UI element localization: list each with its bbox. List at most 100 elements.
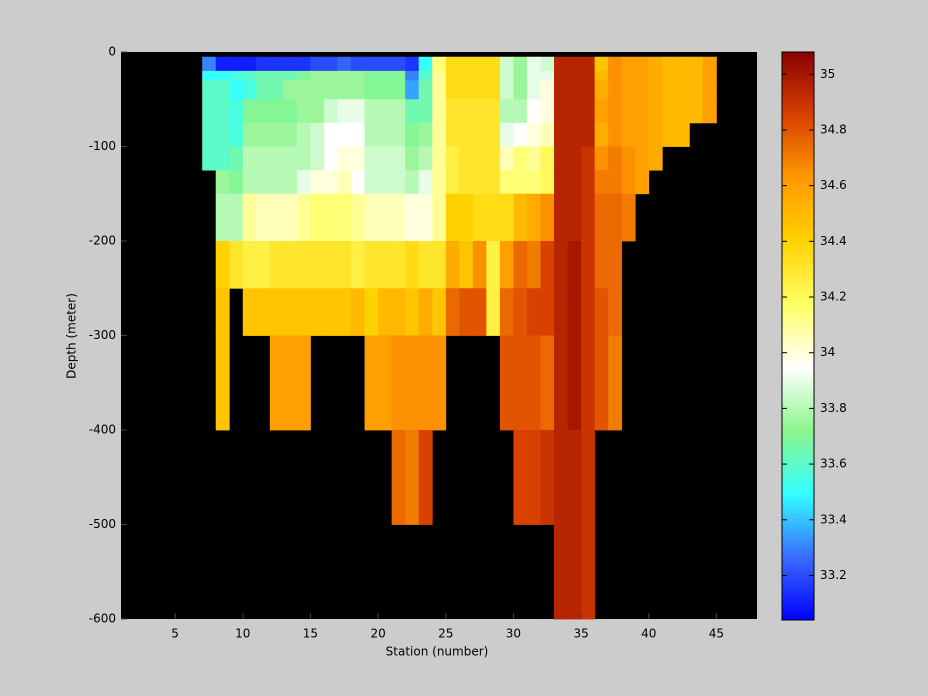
cell	[567, 99, 582, 124]
y-tick-label: -400	[89, 423, 116, 437]
cell	[621, 122, 636, 147]
cell	[391, 56, 406, 72]
cell	[256, 122, 271, 147]
cell	[608, 170, 623, 195]
cell	[608, 56, 623, 72]
cell	[378, 288, 393, 336]
cell	[283, 122, 298, 147]
cell	[459, 99, 474, 124]
cell	[445, 122, 460, 147]
cell	[472, 99, 487, 124]
x-tick-label: 40	[641, 627, 656, 641]
cell	[513, 56, 528, 72]
cell	[513, 288, 528, 336]
cell	[283, 288, 298, 336]
cell	[581, 524, 596, 620]
cell	[472, 241, 487, 289]
cell	[581, 80, 596, 100]
cell	[486, 80, 501, 100]
cell	[581, 193, 596, 242]
cell	[554, 193, 568, 242]
cell	[662, 80, 677, 100]
cell	[499, 170, 514, 195]
cell	[567, 56, 582, 72]
cell	[432, 288, 447, 336]
x-tick-label: 15	[303, 627, 318, 641]
colorbar-tick-label: 33.8	[820, 401, 847, 415]
cell	[432, 335, 447, 431]
cell	[594, 288, 609, 336]
cell	[296, 288, 311, 336]
cell	[635, 122, 650, 147]
cell	[540, 70, 555, 81]
cell	[378, 335, 393, 431]
cell	[648, 70, 663, 81]
cell	[635, 56, 650, 72]
cell	[635, 146, 650, 171]
cell	[269, 56, 284, 72]
cell	[405, 430, 420, 525]
cell	[269, 335, 284, 431]
cell	[242, 80, 257, 100]
cell	[418, 241, 433, 289]
cell	[310, 193, 325, 242]
cell	[351, 56, 365, 72]
cell	[540, 122, 555, 147]
cell	[269, 146, 284, 171]
y-axis-label: Depth (meter)	[65, 293, 79, 379]
cell	[242, 288, 257, 336]
cell	[567, 335, 582, 431]
cell	[621, 146, 636, 171]
cell	[364, 193, 379, 242]
cell	[391, 170, 406, 195]
cell	[689, 99, 704, 124]
cell	[242, 146, 257, 171]
cell	[296, 193, 311, 242]
cell	[486, 99, 501, 124]
cell	[445, 241, 460, 289]
cell	[581, 70, 596, 81]
cell	[418, 70, 433, 81]
cell	[567, 193, 582, 242]
cell	[526, 241, 541, 289]
cell	[499, 80, 514, 100]
cell	[296, 122, 311, 147]
cell	[229, 80, 244, 100]
cell	[418, 99, 433, 124]
cell	[445, 70, 460, 81]
cell	[499, 99, 514, 124]
cell	[581, 146, 596, 171]
x-tick-label: 20	[370, 627, 385, 641]
cell	[337, 241, 352, 289]
cell	[256, 288, 271, 336]
cell	[405, 335, 420, 431]
cell	[459, 170, 474, 195]
x-tick-label: 10	[235, 627, 250, 641]
cell	[526, 122, 541, 147]
cell	[323, 288, 338, 336]
cell	[648, 146, 663, 171]
cell	[215, 193, 230, 242]
cell	[296, 99, 311, 124]
cell	[702, 80, 717, 100]
cell	[594, 56, 609, 72]
cell	[405, 170, 420, 195]
cell	[283, 241, 298, 289]
cell	[635, 80, 650, 100]
cell	[581, 99, 596, 124]
cell	[567, 146, 582, 171]
cell	[378, 193, 393, 242]
cell	[269, 193, 284, 242]
cell	[445, 170, 460, 195]
cell	[310, 241, 325, 289]
cell	[337, 80, 352, 100]
cell	[296, 56, 311, 72]
cell	[540, 430, 555, 525]
cell	[540, 170, 555, 195]
cell	[215, 56, 230, 72]
cell	[526, 99, 541, 124]
cell	[215, 335, 230, 431]
y-tick-label: -500	[89, 517, 116, 531]
cell	[229, 122, 244, 147]
cell	[202, 122, 217, 147]
